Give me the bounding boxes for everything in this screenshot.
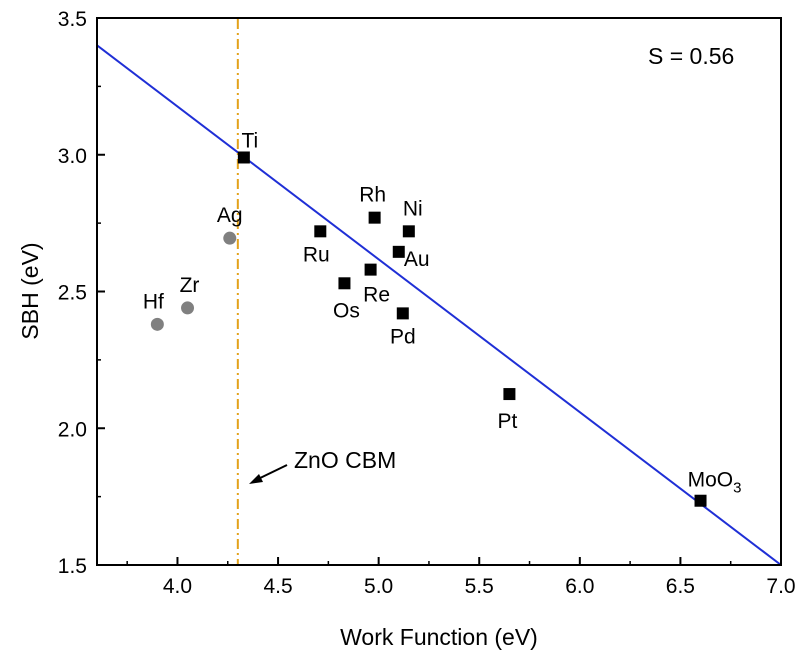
label-pd: Pd [390, 325, 416, 348]
marker-ru [314, 225, 327, 238]
marker-hf [150, 317, 164, 331]
y-tick-label: 3.0 [58, 145, 87, 168]
label-re: Re [363, 284, 390, 307]
y-tick-label: 2.5 [58, 282, 87, 305]
label-ti: Ti [241, 129, 258, 152]
data-markers [150, 151, 707, 507]
label-zr: Zr [180, 274, 200, 297]
marker-zr [181, 301, 195, 315]
marker-pd [396, 307, 409, 320]
marker-ti [237, 151, 250, 164]
x-tick-label: 6.5 [666, 575, 695, 598]
y-tick-label: 2.0 [58, 418, 87, 441]
label-ru: Ru [303, 243, 330, 266]
marker-ni [402, 225, 415, 238]
fit-line [96, 44, 782, 566]
x-tick-label: 6.0 [565, 575, 594, 598]
cbm-annotation: ZnO CBM [294, 447, 396, 473]
y-axis-title: SBH (eV) [17, 242, 43, 339]
y-axis-ticks: 1.5 2.0 2.5 3.0 3.5 [58, 8, 105, 578]
x-axis-title: Work Function (eV) [340, 624, 538, 650]
marker-ag [223, 231, 237, 245]
label-ni: Ni [403, 197, 423, 220]
x-tick-label: 7.0 [766, 575, 795, 598]
label-rh: Rh [359, 184, 386, 207]
label-au: Au [404, 248, 430, 271]
x-axis-ticks: 4.0 4.5 5.0 5.5 6.0 6.5 7.0 [126, 557, 796, 598]
label-moo3: MoO3 [688, 469, 742, 497]
plot-frame [96, 17, 782, 566]
marker-moo3 [694, 494, 707, 507]
label-pt: Pt [497, 410, 517, 433]
slope-annotation: S = 0.56 [648, 43, 734, 69]
y-tick-label: 3.5 [58, 8, 87, 31]
x-tick-label: 4.0 [163, 575, 192, 598]
marker-os [338, 277, 351, 290]
marker-pt [503, 388, 516, 401]
cbm-arrow [255, 464, 288, 481]
label-os: Os [333, 299, 360, 322]
marker-au [392, 245, 405, 258]
x-tick-label: 4.5 [263, 575, 292, 598]
label-ag: Ag [217, 204, 243, 227]
x-tick-label: 5.0 [364, 575, 393, 598]
cbm-arrow-head [249, 474, 263, 484]
label-hf: Hf [143, 290, 164, 313]
x-tick-label: 5.5 [465, 575, 494, 598]
y-tick-label: 1.5 [58, 555, 87, 578]
marker-rh [368, 211, 381, 224]
marker-re [364, 263, 377, 276]
